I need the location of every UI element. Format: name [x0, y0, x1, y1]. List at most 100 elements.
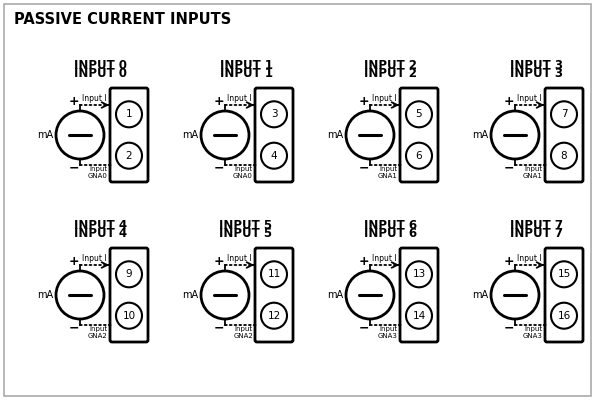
Text: Input: Input — [379, 326, 397, 332]
Text: Input I: Input I — [372, 254, 396, 263]
Text: 4: 4 — [271, 151, 277, 161]
Text: +: + — [214, 95, 224, 108]
Text: −: − — [504, 321, 514, 334]
FancyBboxPatch shape — [400, 248, 438, 342]
Circle shape — [551, 101, 577, 127]
Text: mA: mA — [327, 290, 343, 300]
Text: −: − — [69, 161, 79, 174]
Text: Input I: Input I — [516, 94, 541, 103]
Text: INPUT 0: INPUT 0 — [74, 67, 127, 80]
Text: 11: 11 — [267, 269, 281, 279]
Text: 3: 3 — [271, 109, 277, 119]
Text: Input I: Input I — [82, 94, 107, 103]
Text: −: − — [214, 321, 224, 334]
Circle shape — [261, 303, 287, 329]
Text: INPUT 2: INPUT 2 — [365, 67, 418, 80]
Text: 10: 10 — [123, 311, 136, 321]
Circle shape — [116, 101, 142, 127]
Text: GNA3: GNA3 — [378, 333, 398, 339]
Text: INPUT 1: INPUT 1 — [220, 59, 273, 72]
Circle shape — [56, 271, 104, 319]
Text: Input: Input — [89, 326, 107, 332]
Text: PASSIVE CURRENT INPUTS: PASSIVE CURRENT INPUTS — [14, 12, 231, 27]
Text: Input I: Input I — [82, 254, 107, 263]
Circle shape — [201, 271, 249, 319]
Text: 2: 2 — [126, 151, 132, 161]
FancyBboxPatch shape — [255, 88, 293, 182]
Circle shape — [551, 143, 577, 169]
Text: 13: 13 — [412, 269, 425, 279]
Text: Input: Input — [89, 166, 107, 172]
Circle shape — [491, 111, 539, 159]
Circle shape — [56, 111, 104, 159]
Text: 16: 16 — [558, 311, 571, 321]
Text: Input: Input — [524, 166, 542, 172]
Text: mA: mA — [472, 130, 488, 140]
Circle shape — [406, 143, 432, 169]
Text: +: + — [359, 255, 369, 268]
Text: Input: Input — [234, 326, 252, 332]
Text: INPUT 0: INPUT 0 — [74, 59, 127, 72]
Text: mA: mA — [182, 290, 198, 300]
Text: Input: Input — [524, 326, 542, 332]
Text: INPUT 4: INPUT 4 — [74, 227, 127, 240]
FancyBboxPatch shape — [255, 248, 293, 342]
FancyBboxPatch shape — [545, 88, 583, 182]
FancyBboxPatch shape — [545, 248, 583, 342]
Text: INPUT 4: INPUT 4 — [74, 219, 127, 232]
Text: mA: mA — [37, 130, 53, 140]
Text: GNA3: GNA3 — [523, 333, 543, 339]
Text: 5: 5 — [416, 109, 422, 119]
Text: Input I: Input I — [227, 94, 251, 103]
Text: +: + — [68, 95, 79, 108]
Text: −: − — [359, 161, 369, 174]
Text: GNA1: GNA1 — [523, 173, 543, 179]
Text: INPUT 7: INPUT 7 — [509, 227, 562, 240]
Circle shape — [406, 303, 432, 329]
Text: 12: 12 — [267, 311, 281, 321]
FancyBboxPatch shape — [110, 248, 148, 342]
Text: −: − — [214, 161, 224, 174]
Text: INPUT 1: INPUT 1 — [220, 67, 273, 80]
Text: 1: 1 — [126, 109, 132, 119]
FancyBboxPatch shape — [400, 88, 438, 182]
Text: GNA0: GNA0 — [233, 173, 253, 179]
Text: INPUT 3: INPUT 3 — [509, 67, 562, 80]
Text: +: + — [68, 255, 79, 268]
Circle shape — [491, 271, 539, 319]
Circle shape — [406, 101, 432, 127]
Text: Input I: Input I — [516, 254, 541, 263]
Text: INPUT 5: INPUT 5 — [220, 227, 273, 240]
Circle shape — [116, 261, 142, 287]
Text: INPUT 6: INPUT 6 — [364, 219, 418, 232]
Text: +: + — [214, 255, 224, 268]
Text: GNA2: GNA2 — [88, 333, 108, 339]
Text: −: − — [69, 321, 79, 334]
Text: GNA2: GNA2 — [233, 333, 253, 339]
Text: Input: Input — [379, 166, 397, 172]
Text: 15: 15 — [558, 269, 571, 279]
Text: −: − — [504, 161, 514, 174]
Text: GNA0: GNA0 — [88, 173, 108, 179]
Text: INPUT 7: INPUT 7 — [509, 219, 562, 232]
Text: Input: Input — [234, 166, 252, 172]
Circle shape — [201, 111, 249, 159]
Circle shape — [261, 101, 287, 127]
Text: 8: 8 — [560, 151, 567, 161]
Circle shape — [116, 303, 142, 329]
Text: mA: mA — [472, 290, 488, 300]
Text: INPUT 2: INPUT 2 — [365, 59, 418, 72]
Circle shape — [551, 303, 577, 329]
Text: 6: 6 — [416, 151, 422, 161]
Text: Input I: Input I — [372, 94, 396, 103]
Text: mA: mA — [37, 290, 53, 300]
Text: +: + — [504, 255, 514, 268]
Text: INPUT 6: INPUT 6 — [364, 227, 418, 240]
Circle shape — [346, 111, 394, 159]
Circle shape — [551, 261, 577, 287]
Text: +: + — [504, 95, 514, 108]
Text: +: + — [359, 95, 369, 108]
Circle shape — [261, 261, 287, 287]
Text: mA: mA — [327, 130, 343, 140]
Circle shape — [116, 143, 142, 169]
